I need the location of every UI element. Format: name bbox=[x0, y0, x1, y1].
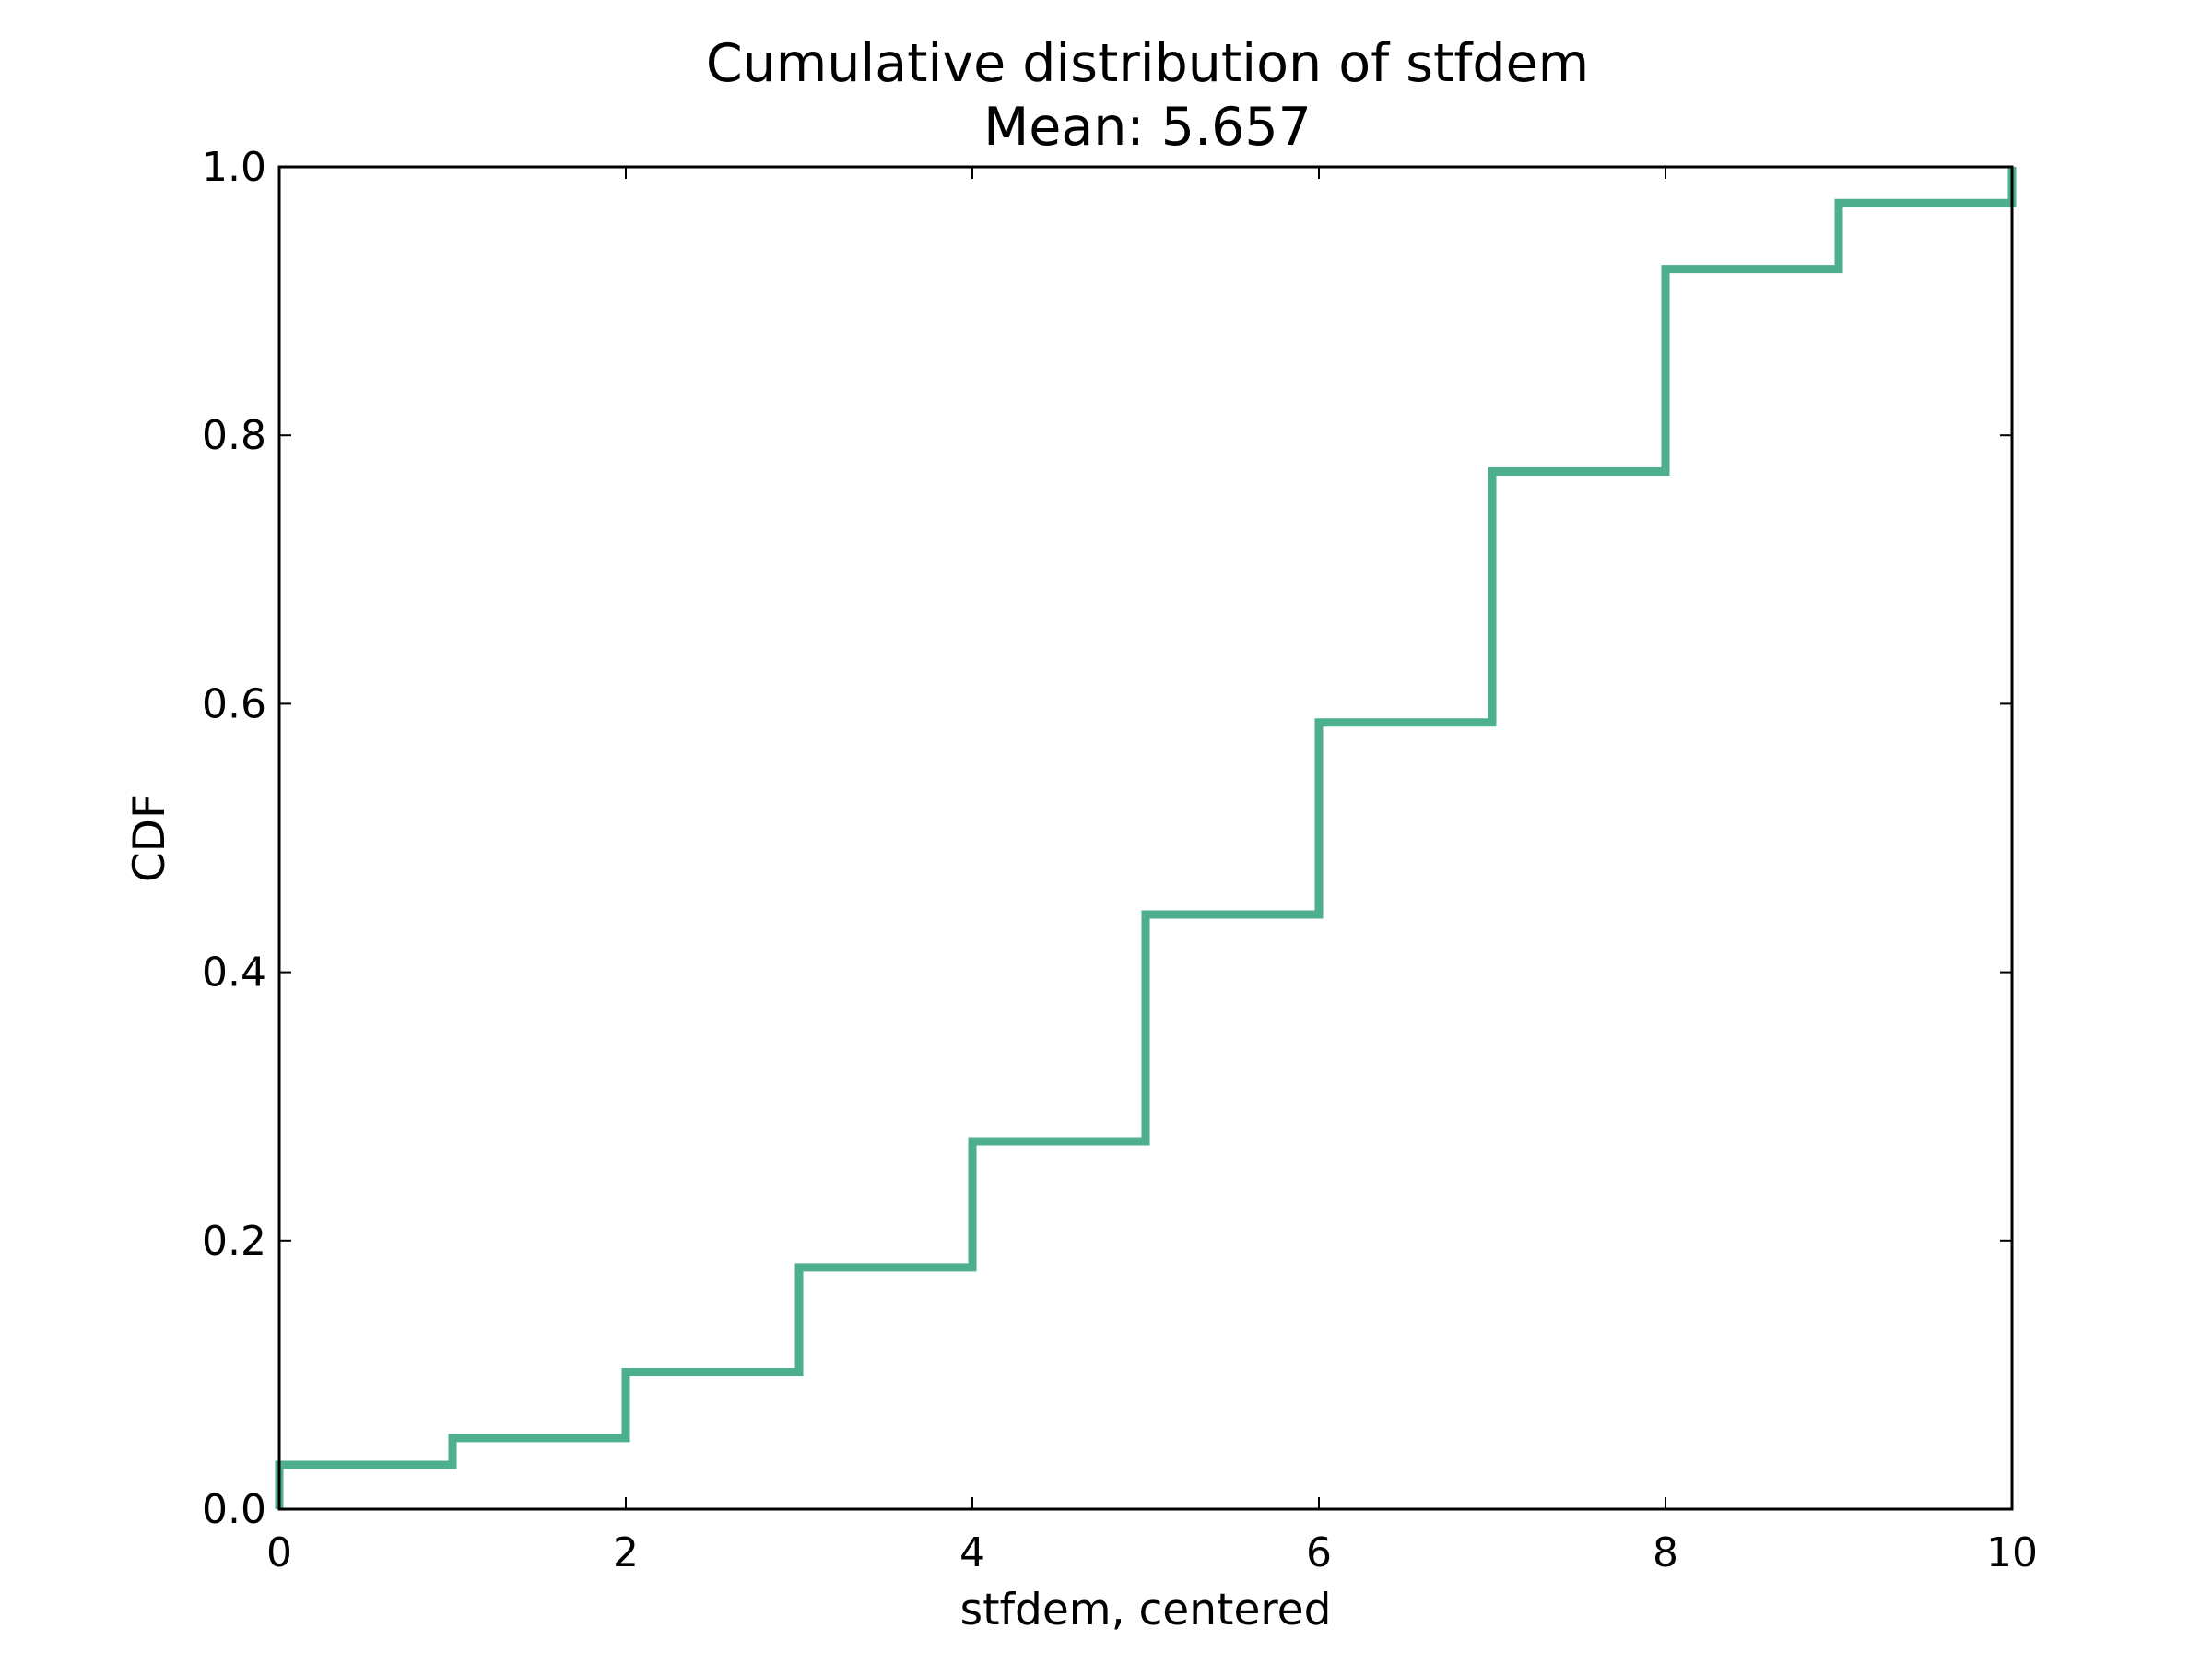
plot-area bbox=[275, 167, 2017, 1509]
cdf-step-line bbox=[275, 167, 2017, 1509]
x-tick-label: 0 bbox=[266, 1529, 292, 1576]
y-tick-label: 0.8 bbox=[202, 412, 266, 459]
y-axis-label: CDF bbox=[124, 794, 175, 882]
x-tick-label: 8 bbox=[1653, 1529, 1678, 1576]
x-tick-label: 2 bbox=[613, 1529, 639, 1576]
y-tick-label: 0.0 bbox=[202, 1486, 266, 1533]
y-tick-label: 1.0 bbox=[202, 144, 266, 191]
x-tick-label: 4 bbox=[959, 1529, 985, 1576]
y-tick-label: 0.4 bbox=[202, 950, 266, 997]
axes-frame bbox=[277, 165, 2014, 1511]
x-tick-label: 6 bbox=[1306, 1529, 1332, 1576]
x-tick-label: 10 bbox=[1986, 1529, 2038, 1576]
x-axis-label: stfdem, centered bbox=[960, 1585, 1332, 1635]
y-tick-label: 0.2 bbox=[202, 1218, 266, 1265]
y-tick-label: 0.6 bbox=[202, 680, 266, 727]
chart-subtitle: Mean: 5.657 bbox=[983, 97, 1312, 158]
chart-title: Cumulative distribution of stfdem bbox=[706, 33, 1589, 94]
axis-ticks: 0 2 4 6 8 10 0.0 0.2 0.4 0.6 0.8 1.0 bbox=[202, 144, 2038, 1576]
